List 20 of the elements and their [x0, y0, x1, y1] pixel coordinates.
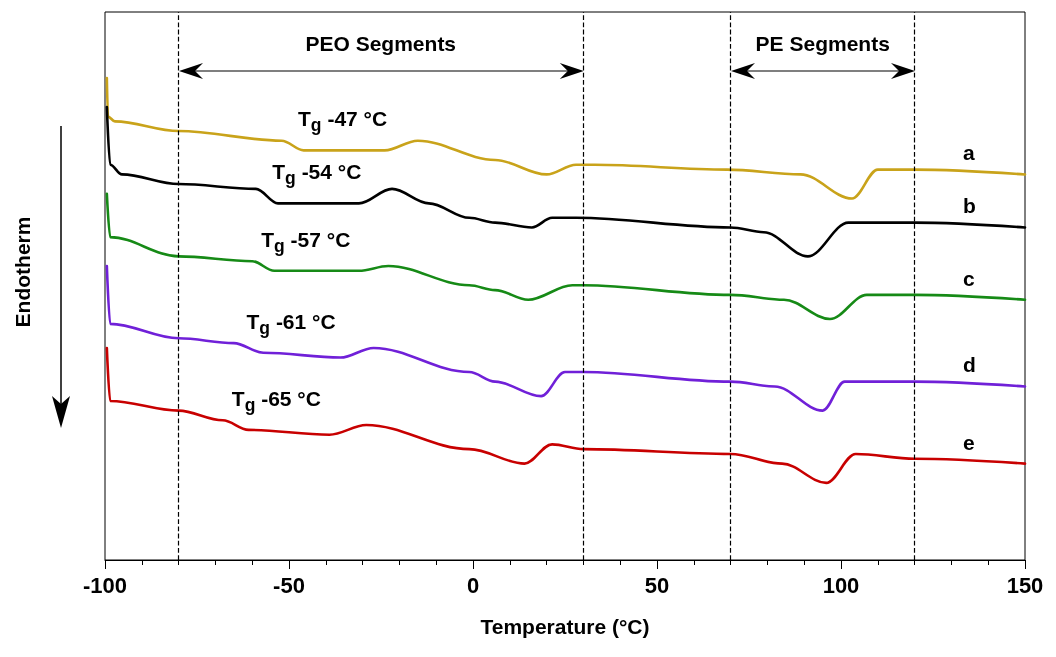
series-label: a	[963, 141, 975, 165]
annotation: T$_{g}$ -65 °C	[231, 386, 321, 416]
x-tick-label: 100	[822, 572, 860, 598]
x-tick-label: -50	[273, 572, 305, 598]
x-tick-label: 0	[466, 572, 480, 598]
x-tick-label: 50	[644, 572, 670, 598]
annotation: T$_{g}$ -47 °C	[298, 107, 388, 136]
text: PEO Segments	[305, 31, 457, 55]
annotation: T$_{g}$ -57 °C	[261, 227, 351, 256]
x-tick-label: 150	[1006, 572, 1044, 598]
annotation: T$_{g}$ -54 °C	[272, 160, 362, 189]
series-label: d	[963, 353, 976, 377]
series-label: c	[963, 266, 975, 290]
series-label: e	[963, 430, 975, 454]
series-label: b	[963, 194, 976, 218]
x-axis-title: Temperature (°C)	[480, 615, 650, 638]
x-tick-label: -100	[82, 572, 128, 598]
annotation: T$_{g}$ -61 °C	[246, 309, 336, 338]
y-axis-title: Endotherm	[10, 216, 34, 328]
text: PE Segments	[755, 31, 890, 55]
